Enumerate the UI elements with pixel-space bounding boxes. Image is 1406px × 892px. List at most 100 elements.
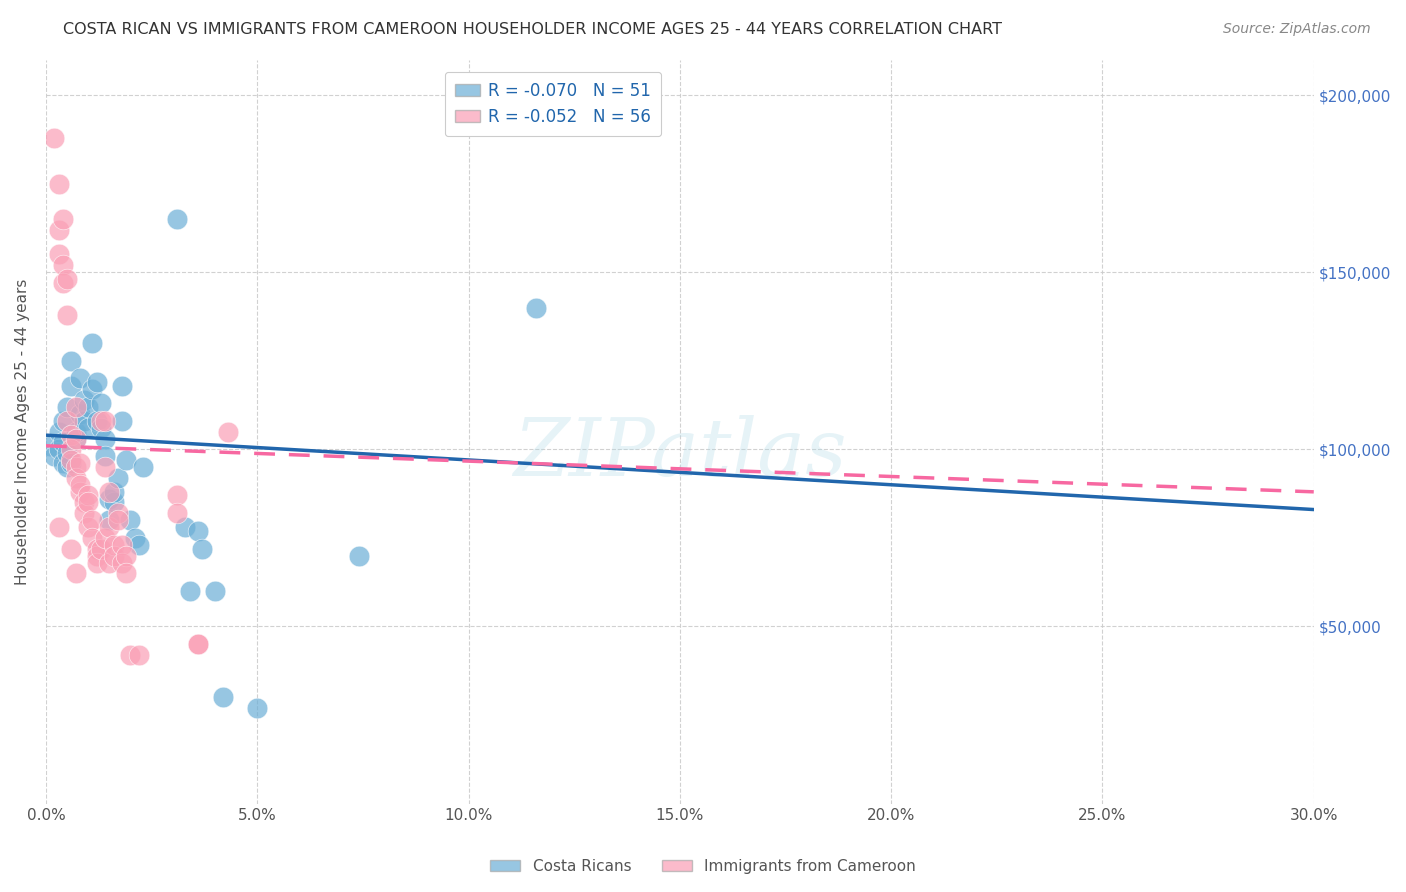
Point: [82, 382, 104, 396]
Point: [115, 453, 138, 467]
Point: [90, 396, 112, 410]
Point: [60, 378, 83, 392]
Text: ZIPatlas: ZIPatlas: [513, 415, 846, 492]
Text: COSTA RICAN VS IMMIGRANTS FROM CAMEROON HOUSEHOLDER INCOME AGES 25 - 44 YEARS CO: COSTA RICAN VS IMMIGRANTS FROM CAMEROON …: [63, 22, 1002, 37]
Point: [48, 247, 70, 261]
Point: [166, 506, 188, 520]
Point: [103, 495, 125, 509]
Point: [52, 435, 75, 450]
Point: [69, 371, 91, 385]
Point: [77, 488, 100, 502]
Point: [65, 432, 87, 446]
Point: [120, 648, 142, 662]
Point: [73, 495, 96, 509]
Point: [98, 520, 121, 534]
Point: [90, 421, 112, 435]
Point: [124, 531, 146, 545]
Point: [56, 308, 79, 322]
Point: [107, 471, 129, 485]
Point: [111, 538, 134, 552]
Point: [52, 212, 75, 227]
Point: [60, 428, 83, 442]
Point: [65, 432, 87, 446]
Point: [65, 425, 87, 439]
Point: [107, 513, 129, 527]
Point: [52, 276, 75, 290]
Point: [98, 491, 121, 506]
Point: [44, 450, 66, 464]
Point: [191, 541, 214, 556]
Point: [56, 460, 79, 475]
Point: [52, 457, 75, 471]
Point: [65, 400, 87, 414]
Point: [94, 460, 117, 475]
Point: [77, 421, 100, 435]
Legend: Costa Ricans, Immigrants from Cameroon: Costa Ricans, Immigrants from Cameroon: [484, 853, 922, 880]
Point: [107, 506, 129, 520]
Legend: R = -0.070   N = 51, R = -0.052   N = 56: R = -0.070 N = 51, R = -0.052 N = 56: [444, 71, 661, 136]
Point: [82, 336, 104, 351]
Point: [48, 520, 70, 534]
Point: [128, 538, 150, 552]
Point: [98, 484, 121, 499]
Point: [73, 392, 96, 407]
Point: [115, 549, 138, 563]
Point: [90, 541, 112, 556]
Point: [246, 701, 269, 715]
Y-axis label: Householder Income Ages 25 - 44 years: Householder Income Ages 25 - 44 years: [15, 278, 30, 585]
Point: [73, 506, 96, 520]
Point: [111, 378, 134, 392]
Point: [166, 212, 188, 227]
Point: [60, 442, 83, 457]
Point: [94, 414, 117, 428]
Point: [77, 495, 100, 509]
Point: [77, 400, 100, 414]
Point: [187, 637, 209, 651]
Point: [69, 407, 91, 421]
Point: [73, 414, 96, 428]
Point: [65, 566, 87, 581]
Point: [86, 414, 108, 428]
Point: [132, 460, 155, 475]
Point: [94, 432, 117, 446]
Point: [111, 556, 134, 570]
Point: [86, 556, 108, 570]
Point: [56, 400, 79, 414]
Point: [77, 520, 100, 534]
Point: [120, 513, 142, 527]
Point: [98, 513, 121, 527]
Point: [174, 520, 197, 534]
Point: [65, 471, 87, 485]
Point: [524, 301, 547, 315]
Point: [86, 549, 108, 563]
Point: [60, 353, 83, 368]
Point: [166, 488, 188, 502]
Point: [86, 541, 108, 556]
Point: [103, 549, 125, 563]
Point: [60, 457, 83, 471]
Point: [39, 439, 62, 453]
Point: [48, 222, 70, 236]
Point: [60, 453, 83, 467]
Point: [90, 414, 112, 428]
Point: [115, 566, 138, 581]
Point: [48, 442, 70, 457]
Point: [48, 177, 70, 191]
Point: [179, 584, 201, 599]
Point: [212, 690, 235, 705]
Point: [86, 375, 108, 389]
Point: [56, 272, 79, 286]
Point: [56, 414, 79, 428]
Point: [82, 531, 104, 545]
Text: Source: ZipAtlas.com: Source: ZipAtlas.com: [1223, 22, 1371, 37]
Point: [187, 524, 209, 538]
Point: [103, 484, 125, 499]
Point: [94, 450, 117, 464]
Point: [69, 477, 91, 491]
Point: [48, 425, 70, 439]
Point: [69, 484, 91, 499]
Point: [65, 460, 87, 475]
Point: [204, 584, 226, 599]
Point: [44, 130, 66, 145]
Point: [187, 637, 209, 651]
